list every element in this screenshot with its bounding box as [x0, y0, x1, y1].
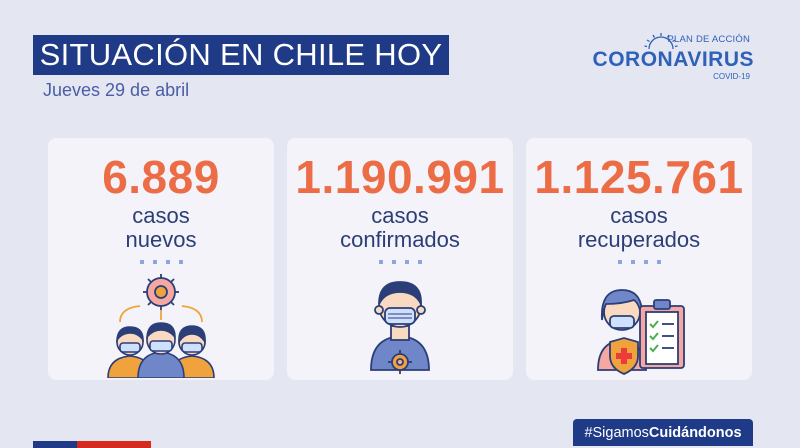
logo-covid-text: COVID-19: [713, 72, 750, 81]
recovered-cases-value: 1.125.761: [534, 151, 744, 203]
new-cases-value: 6.889: [102, 151, 220, 203]
page-title: SITUACIÓN EN CHILE HOY: [33, 35, 449, 75]
confirmed-cases-value: 1.190.991: [295, 151, 505, 203]
chile-flag-stripe: [33, 441, 151, 448]
recovered-clipboard-icon: [597, 289, 685, 375]
confirmed-cases-label-line2: confirmados: [340, 227, 460, 252]
masked-person-icon: [370, 281, 430, 374]
card-new-cases: 6.889 casos nuevos: [48, 138, 274, 380]
logo-coronavirus-text: CORONAVIRUS: [592, 48, 754, 71]
hashtag-bold: Cuidándonos: [648, 424, 742, 441]
card-recovered-cases: 1.125.761 casos recuperados: [526, 138, 752, 380]
card-confirmed-cases: 1.190.991 casos confirmados: [287, 138, 513, 380]
hashtag-badge: #Sigamos Cuidándonos: [573, 419, 753, 446]
plan-accion-logo: PLAN DE ACCIÓN CORONAVIRUS COVID-19: [593, 32, 764, 84]
recovered-cases-label-line2: recuperados: [577, 227, 701, 252]
confirmed-cases-label: casos confirmados: [287, 204, 513, 252]
new-cases-label-line2: nuevos: [125, 227, 197, 252]
date-label: Jueves 29 de abril: [43, 80, 190, 100]
dots-divider: [287, 260, 513, 264]
group-virus-icon: [107, 274, 215, 378]
dots-divider: [526, 260, 752, 264]
new-cases-label: casos nuevos: [48, 204, 274, 252]
sun-rays-icon: [644, 33, 678, 50]
dots-divider: [48, 260, 274, 264]
recovered-cases-label: casos recuperados: [526, 204, 752, 252]
confirmed-cases-label-line1: casos: [371, 203, 429, 228]
logo-plan-text: PLAN DE ACCIÓN: [667, 34, 750, 45]
new-cases-label-line1: casos: [132, 203, 190, 228]
hashtag-prefix: #Sigamos: [584, 424, 649, 441]
recovered-cases-label-line1: casos: [610, 203, 668, 228]
